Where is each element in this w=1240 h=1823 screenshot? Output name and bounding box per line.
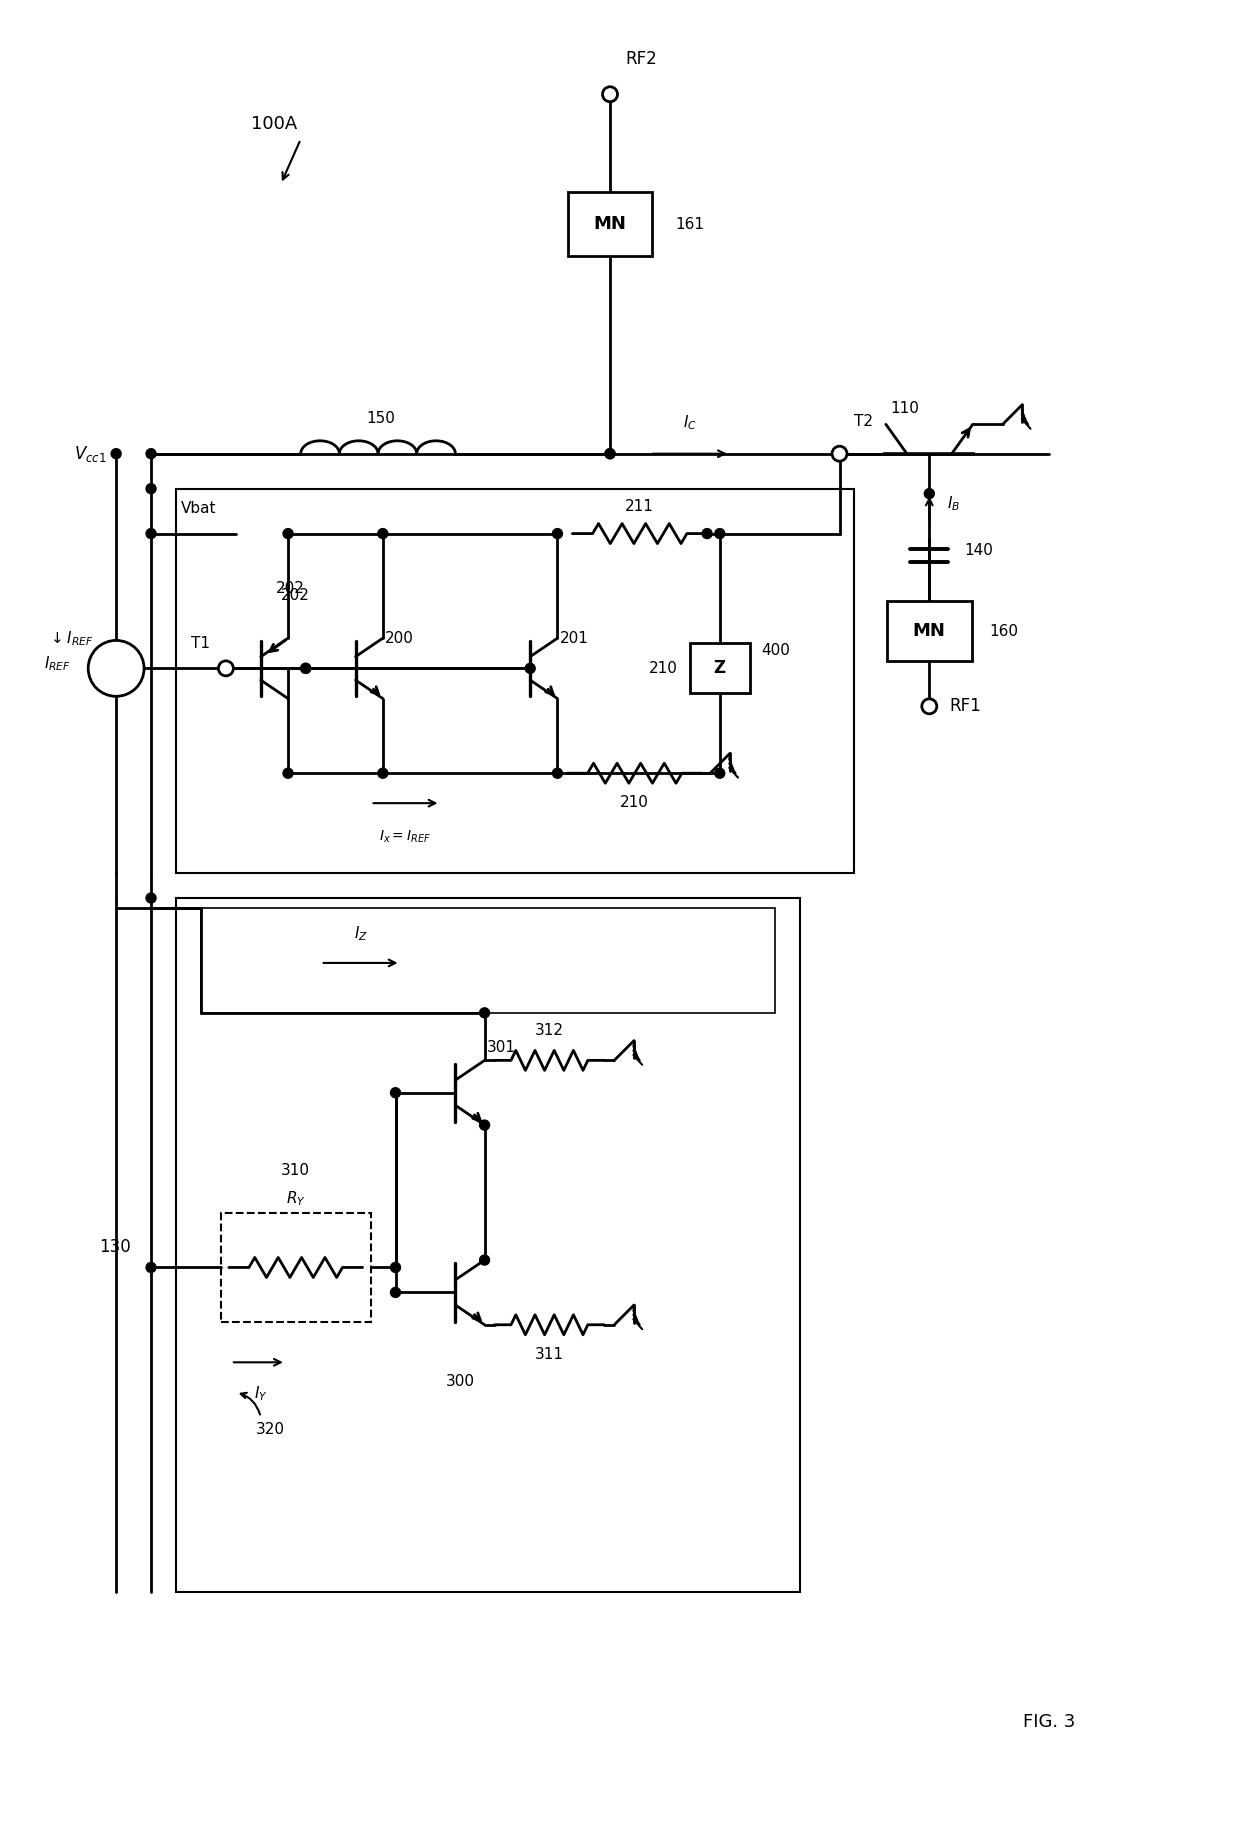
Circle shape xyxy=(378,529,388,538)
Text: 110: 110 xyxy=(890,401,919,416)
Text: $I_C$: $I_C$ xyxy=(683,414,697,432)
Text: 202: 202 xyxy=(275,582,305,596)
Text: $\downarrow I_{REF}$: $\downarrow I_{REF}$ xyxy=(48,629,94,647)
Text: 210: 210 xyxy=(649,662,678,676)
Text: 311: 311 xyxy=(534,1347,564,1362)
Circle shape xyxy=(605,448,615,459)
Text: $I_x=I_{REF}$: $I_x=I_{REF}$ xyxy=(379,828,432,844)
Text: 161: 161 xyxy=(675,217,704,232)
Bar xyxy=(221,1212,371,1322)
Text: $I_{REF}$: $I_{REF}$ xyxy=(45,654,71,673)
Text: 201: 201 xyxy=(559,631,589,645)
Text: 202: 202 xyxy=(280,589,310,603)
Circle shape xyxy=(301,664,311,673)
Text: $I_Z$: $I_Z$ xyxy=(353,924,367,942)
Text: 200: 200 xyxy=(384,631,414,645)
Circle shape xyxy=(301,664,311,673)
Circle shape xyxy=(146,483,156,494)
Bar xyxy=(689,644,750,693)
Circle shape xyxy=(832,447,847,461)
Circle shape xyxy=(924,489,934,500)
Bar xyxy=(176,489,854,873)
Text: 160: 160 xyxy=(990,623,1018,638)
Text: T1: T1 xyxy=(191,636,210,651)
Circle shape xyxy=(391,1088,401,1097)
Text: Vbat: Vbat xyxy=(180,501,216,516)
Text: 320: 320 xyxy=(257,1422,285,1437)
Text: 130: 130 xyxy=(99,1238,131,1256)
Circle shape xyxy=(605,448,615,459)
Text: 210: 210 xyxy=(620,795,650,809)
Bar xyxy=(568,191,652,257)
Text: 100A: 100A xyxy=(250,115,298,133)
Text: $R_Y$: $R_Y$ xyxy=(286,1189,305,1207)
Circle shape xyxy=(283,529,293,538)
Circle shape xyxy=(391,1287,401,1298)
Text: FIG. 3: FIG. 3 xyxy=(1023,1714,1075,1730)
Circle shape xyxy=(480,1254,490,1265)
Circle shape xyxy=(480,1119,490,1130)
Circle shape xyxy=(603,88,618,102)
Circle shape xyxy=(146,893,156,902)
Text: 140: 140 xyxy=(965,543,993,558)
Circle shape xyxy=(112,448,122,459)
Circle shape xyxy=(391,1263,401,1272)
Circle shape xyxy=(283,767,293,778)
Text: RF2: RF2 xyxy=(625,51,657,67)
Circle shape xyxy=(480,1008,490,1017)
Text: 150: 150 xyxy=(366,410,396,427)
Text: $I_Y$: $I_Y$ xyxy=(254,1384,268,1404)
Circle shape xyxy=(146,529,156,538)
Text: 301: 301 xyxy=(487,1041,516,1056)
Circle shape xyxy=(553,529,563,538)
Bar xyxy=(201,908,775,1014)
Text: $I_B$: $I_B$ xyxy=(947,494,961,512)
Circle shape xyxy=(553,767,563,778)
Circle shape xyxy=(526,664,536,673)
Circle shape xyxy=(378,767,388,778)
Text: $V_{cc1}$: $V_{cc1}$ xyxy=(73,443,107,463)
Text: MN: MN xyxy=(913,622,946,640)
Text: 211: 211 xyxy=(625,500,655,514)
Text: 300: 300 xyxy=(446,1375,475,1389)
Bar xyxy=(176,899,800,1591)
Circle shape xyxy=(702,529,712,538)
Circle shape xyxy=(146,448,156,459)
Text: 312: 312 xyxy=(534,1023,564,1039)
Circle shape xyxy=(714,767,724,778)
Circle shape xyxy=(88,640,144,696)
Text: Z: Z xyxy=(714,660,725,678)
Text: MN: MN xyxy=(594,215,626,233)
Circle shape xyxy=(146,1263,156,1272)
Text: RF1: RF1 xyxy=(950,698,981,715)
Text: 310: 310 xyxy=(281,1163,310,1178)
Bar xyxy=(887,602,972,662)
Text: 120A: 120A xyxy=(88,654,131,673)
Circle shape xyxy=(218,662,233,676)
Circle shape xyxy=(714,529,724,538)
Text: T2: T2 xyxy=(854,414,873,428)
Text: 400: 400 xyxy=(761,644,791,658)
Circle shape xyxy=(921,698,936,715)
